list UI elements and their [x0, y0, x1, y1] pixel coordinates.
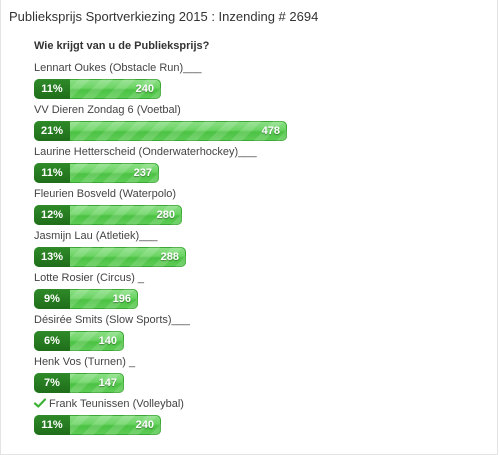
vote-count: 196 — [112, 293, 131, 305]
candidate-name: Lennart Oukes (Obstacle Run)___ — [34, 62, 202, 74]
vote-count: 140 — [98, 335, 117, 347]
vote-count: 240 — [135, 419, 154, 431]
vote-count: 288 — [160, 251, 179, 263]
vote-bar[interactable]: 11% 240 — [34, 415, 161, 435]
vote-count: 147 — [98, 377, 117, 389]
candidate-item[interactable]: Désirée Smits (Slow Sports)___ 6% 140 — [34, 313, 474, 353]
candidate-item[interactable]: Laurine Hetterscheid (Onderwaterhockey)_… — [34, 145, 474, 185]
candidate-name: Jasmijn Lau (Atletiek)___ — [34, 230, 158, 242]
candidate-name: Laurine Hetterscheid (Onderwaterhockey)_… — [34, 146, 257, 158]
candidate-item[interactable]: Lennart Oukes (Obstacle Run)___ 11% 240 — [34, 61, 474, 101]
vote-bar[interactable]: 12% 280 — [34, 205, 182, 225]
vote-percent: 11% — [34, 415, 70, 435]
candidate-name: Fleurien Bosveld (Waterpolo) — [34, 188, 177, 200]
vote-percent: 13% — [34, 247, 70, 267]
candidate-item[interactable]: Frank Teunissen (Volleybal) 11% 240 — [34, 397, 474, 437]
vote-count: 280 — [156, 209, 175, 221]
candidate-name: VV Dieren Zondag 6 (Voetbal) — [34, 104, 181, 116]
vote-count: 240 — [135, 83, 154, 95]
bar-stripes — [34, 205, 182, 225]
vote-bar[interactable]: 11% 237 — [34, 163, 159, 183]
vote-bar[interactable]: 21% 478 — [34, 121, 287, 141]
candidate-item[interactable]: Fleurien Bosveld (Waterpolo) 12% 280 — [34, 187, 474, 227]
poll-title: Publieksprijs Sportverkiezing 2015 : Inz… — [9, 9, 319, 24]
candidate-item[interactable]: Jasmijn Lau (Atletiek)___ 13% 288 — [34, 229, 474, 269]
candidate-name: Lotte Rosier (Circus) _ — [34, 272, 145, 284]
candidate-name: Désirée Smits (Slow Sports)___ — [34, 314, 190, 326]
vote-percent: 7% — [34, 373, 70, 393]
candidate-item[interactable]: Lotte Rosier (Circus) _ 9% 196 — [34, 271, 474, 311]
vote-percent: 12% — [34, 205, 70, 225]
candidate-item[interactable]: VV Dieren Zondag 6 (Voetbal) 21% 478 — [34, 103, 474, 143]
vote-percent: 11% — [34, 79, 70, 99]
bar-stripes — [34, 121, 287, 141]
candidate-name: Henk Vos (Turnen) _ — [34, 356, 136, 368]
poll-question: Wie krijgt van u de Publieksprijs? — [34, 40, 210, 52]
candidate-name-row: Frank Teunissen (Volleybal) — [34, 397, 184, 411]
vote-percent: 6% — [34, 331, 70, 351]
vote-bar[interactable]: 13% 288 — [34, 247, 186, 267]
vote-percent: 11% — [34, 163, 70, 183]
vote-percent: 21% — [34, 121, 70, 141]
vote-bar[interactable]: 9% 196 — [34, 289, 138, 309]
candidate-item[interactable]: Henk Vos (Turnen) _ 7% 147 — [34, 355, 474, 395]
vote-count: 237 — [133, 167, 152, 179]
vote-bar[interactable]: 6% 140 — [34, 331, 124, 351]
vote-percent: 9% — [34, 289, 70, 309]
vote-bar[interactable]: 7% 147 — [34, 373, 124, 393]
checkmark-icon — [34, 398, 46, 408]
bar-stripes — [34, 247, 186, 267]
vote-bar[interactable]: 11% 240 — [34, 79, 161, 99]
candidate-name: Frank Teunissen (Volleybal) — [49, 398, 184, 410]
vote-count: 478 — [261, 125, 280, 137]
